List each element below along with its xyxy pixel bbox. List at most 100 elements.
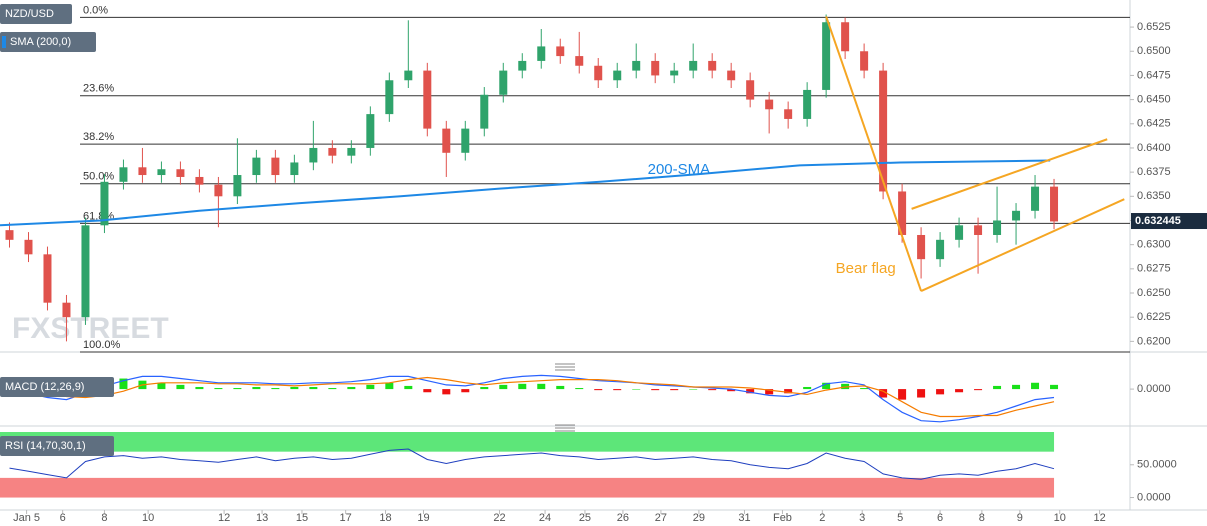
candle-body [442,128,451,153]
macd-histogram-bar [594,389,603,391]
macd-histogram-bar [271,388,280,390]
annotation: Bear flag [836,260,896,277]
macd-histogram-bar [803,386,812,390]
macd-histogram-bar [708,389,717,391]
y-tick-label: 0.6425 [1137,118,1171,130]
y-tick-label: 0.6400 [1137,142,1171,154]
candle-body [917,234,926,260]
macd-histogram-bar [860,388,869,390]
macd-histogram-bar [385,382,394,390]
sma-line [0,159,1051,227]
macd-histogram-bar [157,382,166,390]
macd-histogram-bar [917,389,926,398]
macd-histogram-bar [366,384,375,390]
macd-histogram-bar [347,386,356,390]
x-tick-label: 19 [417,512,429,524]
macd-histogram-bar [461,389,470,393]
macd-histogram-bar [689,389,698,390]
candle-body [176,169,185,177]
y-tick-label: 0.6250 [1137,287,1171,299]
candle-body [651,60,660,76]
macd-histogram-bar [518,383,527,390]
x-tick-label: 12 [218,512,230,524]
macd-histogram-bar [670,389,679,391]
candle-body [974,225,983,235]
candle-body [81,225,90,318]
legend-box [0,32,96,52]
y-tick-label: 0.6225 [1137,311,1171,323]
candle-body [822,22,831,90]
candle-body [404,70,413,81]
candle-body [689,60,698,71]
candle-body [309,147,318,163]
candle-body [385,80,394,115]
y-tick-label: 50.0000 [1137,459,1177,471]
candle-body [328,147,337,156]
y-tick-label: 0.0000 [1137,491,1171,503]
annotation: 200-SMA [648,161,711,178]
x-tick-label: 29 [693,512,705,524]
macd-histogram-bar [290,386,299,390]
y-tick-label: 0.6300 [1137,239,1171,251]
candle-body [518,60,527,71]
macd-histogram-bar [252,386,261,390]
candle-body [423,70,432,129]
signal-line [9,376,1055,418]
macd-histogram-bar [404,385,413,390]
candle-body [138,167,147,176]
candle-body [936,239,945,260]
macd-histogram-bar [499,384,508,390]
panel-grabber[interactable] [555,363,575,371]
trend-line [825,16,923,292]
candle-body [24,239,33,255]
panel-grabber[interactable] [555,424,575,432]
candle-body [366,114,375,148]
candle-body [62,302,71,318]
x-tick-label: 22 [493,512,505,524]
macd-histogram-bar [575,388,584,390]
y-tick-label: 0.0000 [1137,383,1171,395]
watermark: FXSTREET [12,312,169,345]
x-tick-label: 25 [579,512,591,524]
last-price-label: 0.632445 [1135,215,1181,227]
candle-body [214,184,223,197]
candle-body [347,147,356,156]
legend-label: SMA (200,0) [10,36,71,48]
y-tick-label: 0.6275 [1137,263,1171,275]
legend-label: NZD/USD [5,8,54,20]
candle-body [993,220,1002,235]
macd-histogram-bar [309,386,318,390]
candle-body [955,225,964,240]
rsi-line [9,448,1055,480]
x-tick-label: Feb [773,512,792,524]
macd-line [9,374,1055,423]
candle-body [271,157,280,176]
legend-box [0,436,114,456]
candle-body [784,109,793,119]
x-tick-label: 3 [859,512,865,524]
candle-body [727,70,736,81]
fib-label: 38.2% [83,131,114,143]
x-tick-label: 12 [1093,512,1105,524]
x-tick-label: 9 [1017,512,1023,524]
y-tick-label: 0.6200 [1137,335,1171,347]
macd-histogram-bar [1050,384,1059,390]
x-tick-label: 10 [1054,512,1066,524]
macd-histogram-bar [195,386,204,390]
legend-label: MACD (12,26,9) [5,381,84,393]
candle-body [765,99,774,110]
candle-body [252,157,261,176]
candle-body [157,169,166,176]
x-tick-label: 8 [101,512,107,524]
y-tick-label: 0.6475 [1137,69,1171,81]
macd-histogram-bar [993,385,1002,390]
legend-box [0,4,72,24]
macd-histogram-bar [784,389,793,394]
macd-histogram-bar [176,384,185,390]
y-tick-label: 0.6525 [1137,21,1171,33]
trend-line [920,198,1125,292]
macd-histogram-bar [632,389,641,390]
rsi-band [0,432,1055,452]
macd-histogram-bar [556,385,565,390]
candle-body [1031,186,1040,211]
